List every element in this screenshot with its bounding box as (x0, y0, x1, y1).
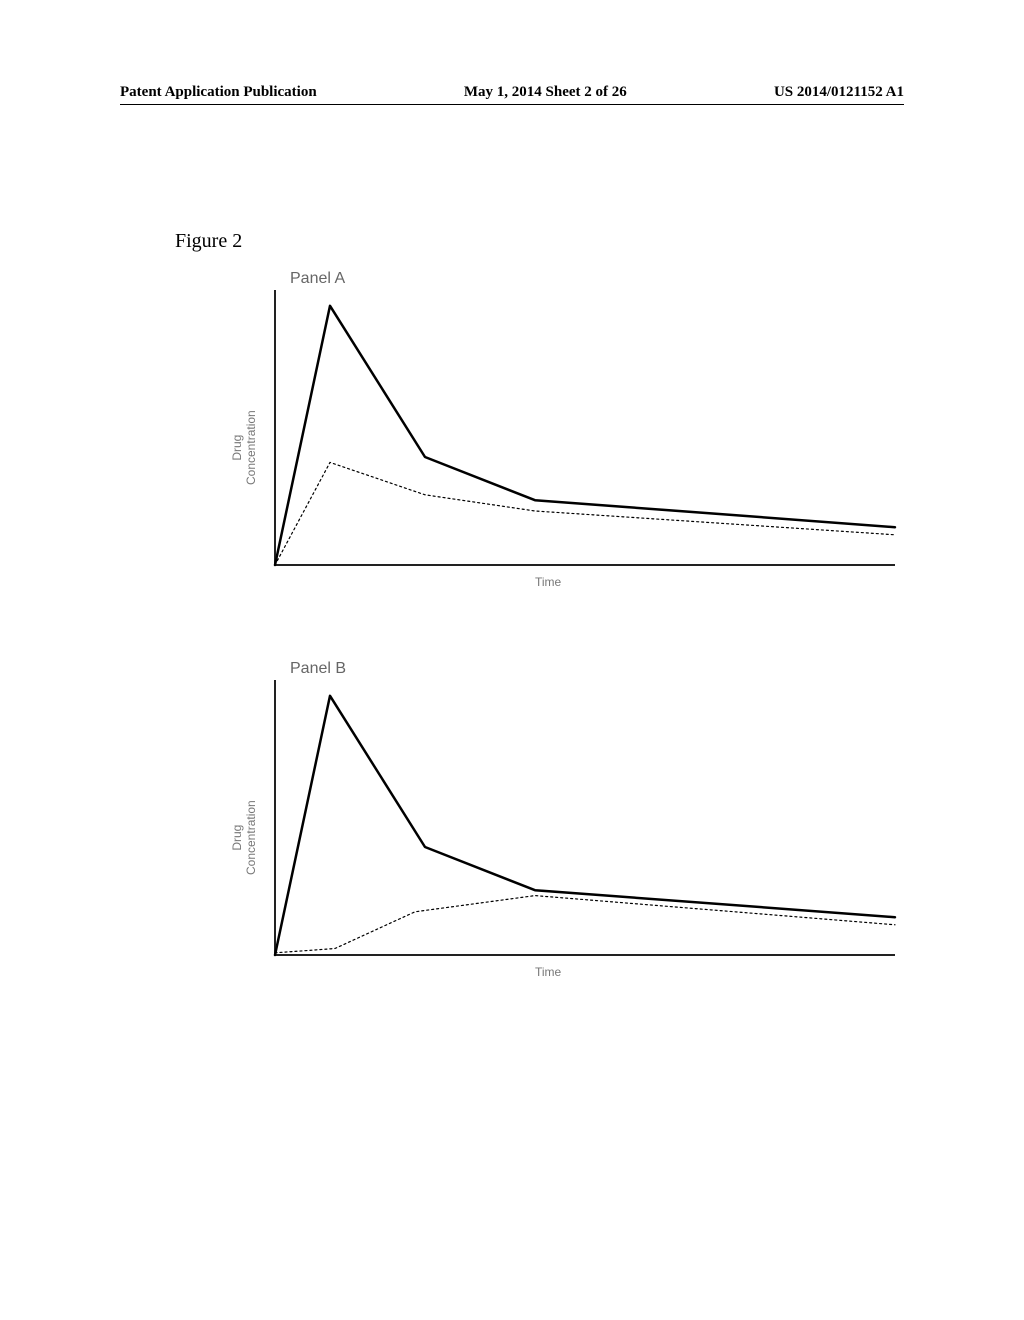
header-left: Patent Application Publication (120, 84, 317, 101)
panel-a-chart (265, 290, 905, 590)
page-header: Patent Application Publication May 1, 20… (0, 84, 1024, 101)
series-1 (275, 896, 895, 953)
series-1 (275, 462, 895, 565)
panel-a-ylabel: DrugConcentration (230, 410, 258, 485)
header-center: May 1, 2014 Sheet 2 of 26 (464, 84, 627, 101)
axis-label-text: Drug (230, 824, 244, 850)
figure-caption: Figure 2 (175, 230, 242, 253)
panel-a-title: Panel A (290, 270, 345, 288)
panel-a-xlabel: Time (535, 575, 561, 589)
header-rule (120, 104, 904, 105)
panel-b-chart (265, 680, 905, 980)
panel-b-ylabel: DrugConcentration (230, 800, 258, 875)
axis-label-text: Concentration (244, 410, 258, 485)
axis-label-text: Drug (230, 434, 244, 460)
series-0 (275, 696, 895, 955)
panel-b-xlabel: Time (535, 965, 561, 979)
header-right: US 2014/0121152 A1 (774, 84, 904, 101)
series-0 (275, 306, 895, 565)
axis-label-text: Concentration (244, 800, 258, 875)
panel-b: Panel B DrugConcentration Time (245, 660, 885, 995)
panel-b-title: Panel B (290, 660, 346, 678)
panel-a: Panel A DrugConcentration Time (245, 270, 885, 605)
